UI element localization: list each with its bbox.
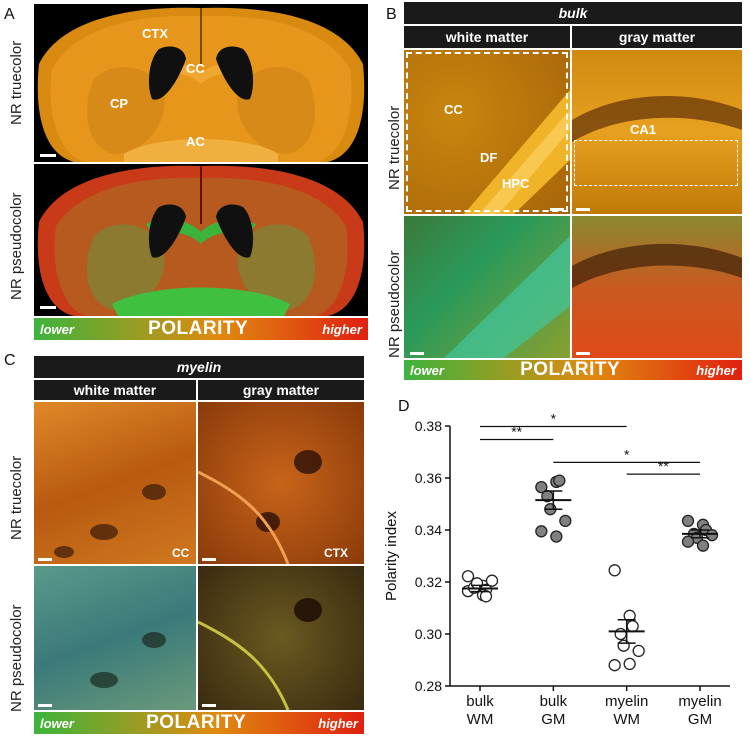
y-tick-label: 0.32 (415, 574, 442, 590)
label-cc: CC (172, 546, 190, 560)
colorbar-c: lower POLARITY higher (34, 712, 364, 734)
colorbar-higher: higher (318, 715, 358, 731)
scale-bar (38, 558, 52, 561)
colorbar-a: lower POLARITY higher (34, 318, 368, 340)
panel-d-label: D (398, 398, 410, 415)
data-point (559, 514, 572, 528)
selection-box (574, 140, 738, 186)
colorbar-title: POLARITY (148, 318, 249, 339)
panel-b-col-gray: gray matter (572, 26, 742, 48)
colorbar-lower: lower (410, 362, 444, 378)
colorbar-title: POLARITY (146, 712, 247, 733)
panel-c-col-gray: gray matter (198, 380, 364, 400)
data-point (553, 474, 566, 487)
data-point (681, 514, 695, 528)
label-hpc: HPC (502, 176, 530, 191)
y-tick-label: 0.34 (415, 522, 442, 538)
data-point (535, 480, 548, 494)
bulk-wm-truecolor-image: CC DF HPC (404, 50, 570, 214)
scale-bar (550, 208, 564, 211)
bulk-gm-truecolor-image: CA1 (572, 50, 742, 214)
myelin-gm-truecolor-image: CTX (198, 402, 364, 564)
colorbar-lower: lower (40, 715, 74, 731)
data-point (626, 620, 639, 633)
colorbar-lower: lower (40, 321, 74, 337)
data-point (550, 530, 563, 543)
scale-bar (410, 352, 424, 355)
x-tick-label: bulk (540, 693, 568, 710)
brain-truecolor-image: CTX CC CP AC (34, 4, 368, 162)
y-tick-label: 0.36 (415, 470, 442, 486)
scale-bar (576, 208, 590, 211)
panel-a-row-label-pseudocolor: NR pseudocolor (8, 192, 25, 300)
panel-c-label: C (4, 352, 16, 369)
significance-label: ** (511, 424, 522, 440)
y-axis-label: Polarity index (383, 510, 400, 601)
brain-pseudocolor-image (34, 164, 368, 316)
panel-b-col-white: white matter (404, 26, 570, 48)
panel-b-row-label-truecolor: NR truecolor (386, 105, 403, 190)
panel-b-row-label-pseudocolor: NR pseudocolor (386, 250, 403, 358)
x-tick-label: WM (467, 711, 494, 728)
scale-bar (40, 154, 56, 157)
data-point (608, 659, 621, 672)
significance-label: * (624, 446, 630, 462)
panel-b-header: bulk (404, 2, 742, 24)
panel-c-col-white: white matter (34, 380, 196, 400)
scale-bar (202, 558, 216, 561)
selection-box (406, 52, 568, 212)
data-point (705, 529, 719, 542)
significance-label: * (551, 411, 557, 427)
x-tick-label: bulk (466, 693, 494, 710)
colorbar-higher: higher (322, 321, 362, 337)
data-point (479, 590, 493, 603)
significance-label: ** (658, 458, 669, 474)
x-tick-label: myelin (605, 693, 648, 710)
data-point (614, 627, 627, 641)
label-cc: CC (186, 61, 205, 76)
panel-b-label: B (386, 6, 397, 23)
data-point (608, 564, 621, 577)
label-ctx: CTX (142, 26, 168, 41)
scale-bar (202, 704, 216, 707)
myelin-wm-truecolor-image: CC (34, 402, 196, 564)
panel-c-row-label-pseudocolor: NR pseudocolor (8, 604, 25, 712)
polarity-index-chart: 0.280.300.320.340.360.38 ****** bulkWMbu… (383, 411, 730, 728)
y-tick-label: 0.30 (415, 626, 442, 642)
data-point (461, 570, 475, 583)
x-tick-label: myelin (678, 693, 721, 710)
data-point (623, 657, 636, 671)
label-ctx: CTX (324, 546, 348, 560)
label-ac: AC (186, 134, 205, 149)
bulk-gm-pseudocolor-image (572, 216, 742, 358)
panel-c-header: myelin (34, 356, 364, 378)
colorbar-title: POLARITY (520, 359, 621, 380)
label-cp: CP (110, 96, 129, 111)
label-df: DF (480, 150, 498, 165)
myelin-gm-pseudocolor-image (198, 566, 364, 710)
colorbar-higher: higher (696, 362, 736, 378)
x-tick-label: WM (613, 711, 640, 728)
data-point (485, 574, 499, 587)
y-tick-label: 0.38 (415, 418, 442, 434)
x-tick-label: GM (541, 711, 565, 728)
data-point (632, 644, 645, 658)
data-point (617, 639, 630, 652)
scale-bar (576, 352, 590, 355)
data-point (696, 539, 710, 552)
colorbar-b: lower POLARITY higher (404, 359, 742, 380)
bulk-wm-pseudocolor-image (404, 216, 570, 358)
label-cc: CC (444, 102, 463, 117)
y-tick-label: 0.28 (415, 678, 442, 694)
panel-a-row-label-truecolor: NR truecolor (8, 40, 25, 125)
myelin-wm-pseudocolor-image (34, 566, 196, 710)
scale-bar (38, 704, 52, 707)
panel-c-row-label-truecolor: NR truecolor (8, 455, 25, 540)
scale-bar (40, 306, 56, 309)
panel-a-label: A (4, 6, 15, 23)
data-point (535, 525, 548, 538)
x-tick-label: GM (688, 711, 712, 728)
data-point (681, 535, 695, 548)
label-ca1: CA1 (630, 122, 657, 137)
